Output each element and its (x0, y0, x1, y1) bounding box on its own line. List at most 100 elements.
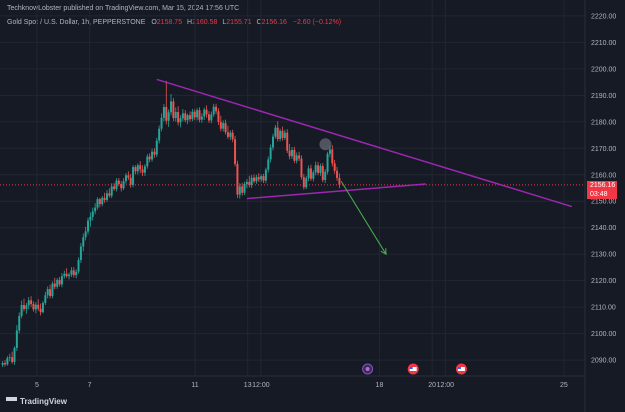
candle-body (290, 149, 293, 157)
candle-body (295, 155, 298, 161)
candle-body (13, 347, 16, 362)
time-axis-label: 13 (244, 382, 252, 389)
candle-body (193, 111, 196, 118)
candle-body (134, 167, 137, 172)
candle-up (160, 113, 163, 132)
candle-up (269, 144, 272, 163)
candle-body (68, 274, 71, 277)
candle-down (198, 107, 201, 123)
candle-body (41, 302, 44, 313)
price-axis-label: 2090.00 (591, 358, 616, 365)
candle-down (120, 181, 123, 192)
candle-body (231, 132, 234, 140)
candle-body (49, 289, 52, 297)
candle-body (37, 304, 40, 309)
candle-body (272, 136, 274, 148)
time-axis-label: 18 (376, 382, 384, 389)
candles (1, 80, 341, 367)
price-axis[interactable]: 2220.00 2210.00 2200.00 2190.00 2180.00 2170.… (591, 13, 616, 364)
candle-down (205, 105, 208, 118)
candle-body (30, 300, 33, 304)
candle-body (174, 112, 177, 119)
candle-body (260, 176, 263, 180)
candle-down (231, 129, 234, 143)
candle-body (127, 175, 130, 178)
candle-down (141, 165, 144, 177)
candle-down (37, 299, 40, 311)
candle-down (207, 111, 210, 123)
candle-body (312, 172, 315, 179)
candle-body (274, 127, 277, 137)
candle-up (243, 181, 246, 196)
candle-body (198, 110, 201, 120)
candle-up (20, 300, 23, 319)
candle-up (151, 148, 154, 162)
candle-down (253, 174, 256, 184)
candle-body (314, 165, 317, 173)
candle-down (217, 108, 220, 125)
candle-body (293, 149, 296, 161)
candle-down (113, 182, 116, 191)
candle-up (312, 170, 315, 182)
candle-body (264, 169, 267, 181)
candle-body (108, 193, 111, 196)
price-axis-label: 2120.00 (591, 278, 616, 285)
candle-body (165, 106, 168, 121)
time-axis-label: 12:00 (437, 382, 455, 389)
candle-up (60, 272, 63, 288)
candle-body (63, 273, 66, 277)
candle-down (262, 173, 265, 183)
candle-body (4, 363, 6, 365)
candle-up (210, 111, 213, 124)
price-axis-label: 2160.00 (591, 172, 616, 179)
candle-up (34, 302, 37, 314)
candle-body (98, 199, 101, 205)
candle-up (8, 353, 11, 362)
candle-body (229, 132, 232, 137)
close-value: 2156.16 (261, 19, 287, 26)
candle-down (30, 296, 33, 307)
candle-up (295, 152, 298, 164)
candle-down (331, 145, 334, 167)
candle-body (20, 305, 23, 316)
candle-up (272, 133, 274, 151)
grid (0, 0, 585, 376)
candle-body (53, 283, 56, 287)
support-trendline[interactable] (246, 183, 426, 200)
candle-down (248, 175, 251, 188)
candle-down (300, 155, 303, 180)
resistance-trendline[interactable] (156, 78, 573, 208)
candle-body (158, 128, 161, 141)
economic-calendar[interactable] (362, 363, 467, 375)
candle-body (286, 132, 289, 151)
candle-up (283, 129, 286, 141)
tradingview-logo[interactable]: TradingView (6, 397, 67, 407)
candle-body (250, 177, 253, 186)
candle-down (165, 80, 168, 125)
candle-up (174, 107, 177, 122)
candle-down (98, 197, 101, 208)
price-axis-label: 2150.00 (591, 199, 616, 206)
candle-body (248, 181, 251, 186)
candle-body (160, 117, 163, 129)
projection-arrow[interactable] (340, 181, 387, 256)
event-marker[interactable] (319, 138, 332, 151)
candle-down (72, 267, 75, 278)
candle-body (179, 118, 182, 123)
candle-up (274, 124, 277, 139)
candle-up (146, 154, 149, 169)
candle-body (132, 167, 135, 185)
candle-body (200, 116, 203, 120)
candle-body (205, 109, 208, 115)
time-axis[interactable]: 5 7 11 13 12:00 18 20 12:00 25 (35, 382, 568, 389)
symbol-title[interactable]: Gold Spot / U.S. Dollar, 1h, PEPPERSTONE (7, 19, 146, 26)
candle-down (333, 159, 336, 174)
symbol-bar: Gold Spot / U.S. Dollar, 1h, PEPPERSTONE… (7, 18, 341, 27)
candle-down (298, 151, 301, 162)
candle-up (105, 190, 108, 203)
candle-body (8, 357, 11, 358)
candle-up (162, 104, 165, 122)
open-value: 2158.75 (156, 19, 183, 26)
